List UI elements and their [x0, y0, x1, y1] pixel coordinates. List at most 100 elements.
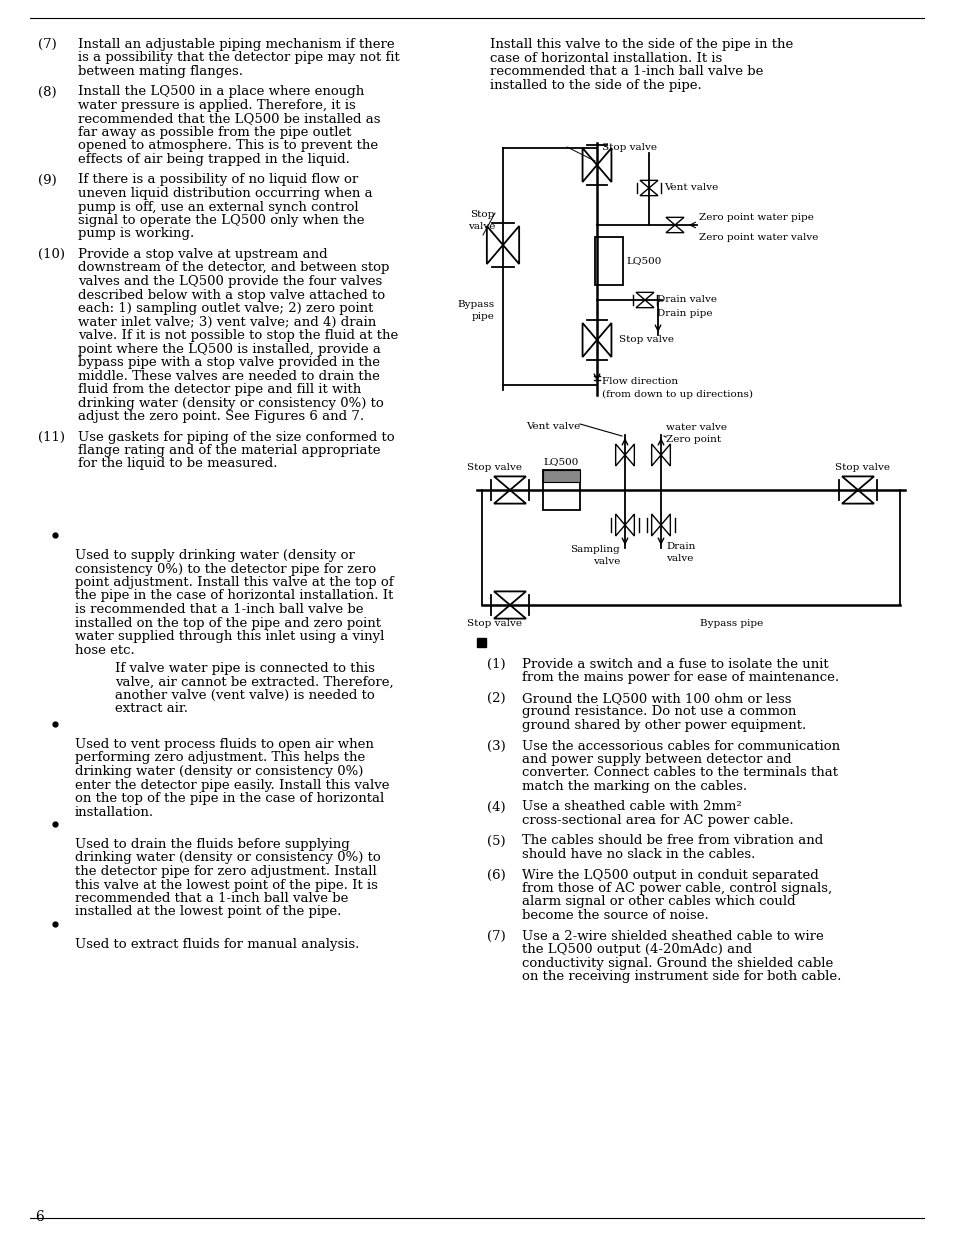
- Text: Used to vent process fluids to open air when: Used to vent process fluids to open air …: [75, 739, 374, 751]
- Text: should have no slack in the cables.: should have no slack in the cables.: [521, 848, 755, 861]
- Text: ground shared by other power equipment.: ground shared by other power equipment.: [521, 719, 805, 732]
- Text: (11): (11): [38, 431, 65, 443]
- Text: Install this valve to the side of the pipe in the: Install this valve to the side of the pi…: [490, 38, 792, 51]
- Text: hose etc.: hose etc.: [75, 643, 134, 657]
- Text: Install an adjustable piping mechanism if there: Install an adjustable piping mechanism i…: [78, 38, 395, 51]
- Text: If valve water pipe is connected to this: If valve water pipe is connected to this: [115, 662, 375, 676]
- Text: Install the LQ500 in a place where enough: Install the LQ500 in a place where enoug…: [78, 85, 364, 99]
- Text: conductivity signal. Ground the shielded cable: conductivity signal. Ground the shielded…: [521, 956, 832, 969]
- Text: Stop valve: Stop valve: [467, 463, 522, 472]
- Text: Zero point water pipe: Zero point water pipe: [699, 212, 813, 222]
- Text: on the top of the pipe in the case of horizontal: on the top of the pipe in the case of ho…: [75, 792, 384, 805]
- Text: uneven liquid distribution occurring when a: uneven liquid distribution occurring whe…: [78, 186, 373, 200]
- Text: Provide a switch and a fuse to isolate the unit: Provide a switch and a fuse to isolate t…: [521, 658, 828, 671]
- Text: (1): (1): [486, 658, 505, 671]
- Text: Ground the LQ500 with 100 ohm or less: Ground the LQ500 with 100 ohm or less: [521, 692, 791, 705]
- Text: (5): (5): [486, 835, 505, 847]
- Text: become the source of noise.: become the source of noise.: [521, 909, 708, 923]
- Text: recommended that a 1-inch ball valve be: recommended that a 1-inch ball valve be: [490, 65, 762, 78]
- Text: on the receiving instrument side for both cable.: on the receiving instrument side for bot…: [521, 969, 841, 983]
- Text: the detector pipe for zero adjustment. Install: the detector pipe for zero adjustment. I…: [75, 864, 376, 878]
- Text: Vent valve: Vent valve: [525, 422, 579, 431]
- Text: case of horizontal installation. It is: case of horizontal installation. It is: [490, 52, 721, 64]
- Text: Stop valve: Stop valve: [835, 463, 889, 472]
- Text: this valve at the lowest point of the pipe. It is: this valve at the lowest point of the pi…: [75, 878, 377, 892]
- Text: Used to supply drinking water (density or: Used to supply drinking water (density o…: [75, 550, 355, 562]
- Text: the LQ500 output (4-20mAdc) and: the LQ500 output (4-20mAdc) and: [521, 944, 751, 956]
- Bar: [476, 638, 485, 647]
- Text: Vent valve: Vent valve: [663, 184, 718, 193]
- Text: Bypass pipe: Bypass pipe: [700, 619, 762, 629]
- Text: adjust the zero point. See Figures 6 and 7.: adjust the zero point. See Figures 6 and…: [78, 410, 364, 424]
- Text: Zero point: Zero point: [665, 435, 720, 445]
- Text: each: 1) sampling outlet valve; 2) zero point: each: 1) sampling outlet valve; 2) zero …: [78, 303, 373, 315]
- Text: pipe: pipe: [472, 312, 495, 321]
- Text: If there is a possibility of no liquid flow or: If there is a possibility of no liquid f…: [78, 173, 358, 186]
- Text: valve: valve: [592, 557, 619, 566]
- Text: Stop: Stop: [470, 210, 495, 219]
- Text: Zero point water valve: Zero point water valve: [699, 233, 818, 242]
- Text: (9): (9): [38, 173, 56, 186]
- Text: from the mains power for ease of maintenance.: from the mains power for ease of mainten…: [521, 672, 839, 684]
- Text: alarm signal or other cables which could: alarm signal or other cables which could: [521, 895, 795, 909]
- Text: The cables should be free from vibration and: The cables should be free from vibration…: [521, 835, 822, 847]
- Text: opened to atmosphere. This is to prevent the: opened to atmosphere. This is to prevent…: [78, 140, 377, 152]
- Text: Used to extract fluids for manual analysis.: Used to extract fluids for manual analys…: [75, 939, 359, 951]
- Text: valve, air cannot be extracted. Therefore,: valve, air cannot be extracted. Therefor…: [115, 676, 394, 688]
- Text: far away as possible from the pipe outlet: far away as possible from the pipe outle…: [78, 126, 351, 140]
- Text: converter. Connect cables to the terminals that: converter. Connect cables to the termina…: [521, 767, 837, 779]
- Text: 6: 6: [35, 1210, 44, 1224]
- Text: effects of air being trapped in the liquid.: effects of air being trapped in the liqu…: [78, 153, 350, 165]
- Text: for the liquid to be measured.: for the liquid to be measured.: [78, 457, 277, 471]
- Text: performing zero adjustment. This helps the: performing zero adjustment. This helps t…: [75, 752, 365, 764]
- Text: point where the LQ500 is installed, provide a: point where the LQ500 is installed, prov…: [78, 342, 380, 356]
- Text: (10): (10): [38, 248, 65, 261]
- Text: consistency 0%) to the detector pipe for zero: consistency 0%) to the detector pipe for…: [75, 562, 375, 576]
- Text: Use a sheathed cable with 2mm²: Use a sheathed cable with 2mm²: [521, 800, 741, 814]
- Text: installed on the top of the pipe and zero point: installed on the top of the pipe and zer…: [75, 616, 380, 630]
- Text: water valve: water valve: [665, 424, 726, 432]
- Text: (4): (4): [486, 800, 505, 814]
- Text: pump is off, use an external synch control: pump is off, use an external synch contr…: [78, 200, 358, 214]
- Text: cross-sectional area for AC power cable.: cross-sectional area for AC power cable.: [521, 814, 793, 827]
- Text: Use a 2-wire shielded sheathed cable to wire: Use a 2-wire shielded sheathed cable to …: [521, 930, 822, 942]
- Text: Drain pipe: Drain pipe: [657, 310, 712, 319]
- Text: (7): (7): [38, 38, 56, 51]
- Text: (6): (6): [486, 868, 505, 882]
- Text: the pipe in the case of horizontal installation. It: the pipe in the case of horizontal insta…: [75, 589, 393, 603]
- Text: (2): (2): [486, 692, 505, 705]
- Bar: [542, 471, 579, 510]
- Text: installed to the side of the pipe.: installed to the side of the pipe.: [490, 79, 701, 91]
- Text: bypass pipe with a stop valve provided in the: bypass pipe with a stop valve provided i…: [78, 356, 379, 369]
- Text: extract air.: extract air.: [115, 703, 188, 715]
- Text: match the marking on the cables.: match the marking on the cables.: [521, 781, 746, 793]
- Text: ground resistance. Do not use a common: ground resistance. Do not use a common: [521, 705, 796, 719]
- Text: Bypass: Bypass: [457, 300, 495, 309]
- Text: (from down to up directions): (from down to up directions): [601, 389, 752, 399]
- Text: downstream of the detector, and between stop: downstream of the detector, and between …: [78, 262, 389, 274]
- Text: (3): (3): [486, 740, 505, 752]
- Text: drinking water (density or consistency 0%) to: drinking water (density or consistency 0…: [75, 851, 380, 864]
- Text: described below with a stop valve attached to: described below with a stop valve attach…: [78, 289, 385, 301]
- Text: Sampling: Sampling: [570, 545, 619, 555]
- Text: signal to operate the LQ500 only when the: signal to operate the LQ500 only when th…: [78, 214, 364, 227]
- Text: valves and the LQ500 provide the four valves: valves and the LQ500 provide the four va…: [78, 275, 382, 288]
- Text: pump is working.: pump is working.: [78, 227, 194, 241]
- Text: Use the accessorious cables for communication: Use the accessorious cables for communic…: [521, 740, 840, 752]
- Text: Stop valve: Stop valve: [618, 336, 673, 345]
- Text: and power supply between detector and: and power supply between detector and: [521, 753, 791, 766]
- Text: Use gaskets for piping of the size conformed to: Use gaskets for piping of the size confo…: [78, 431, 395, 443]
- Text: between mating flanges.: between mating flanges.: [78, 65, 243, 78]
- Text: water supplied through this inlet using a vinyl: water supplied through this inlet using …: [75, 630, 384, 643]
- Text: water inlet valve; 3) vent valve; and 4) drain: water inlet valve; 3) vent valve; and 4)…: [78, 315, 375, 329]
- Text: flange rating and of the material appropriate: flange rating and of the material approp…: [78, 445, 380, 457]
- Text: is a possibility that the detector pipe may not fit: is a possibility that the detector pipe …: [78, 52, 399, 64]
- Text: Provide a stop valve at upstream and: Provide a stop valve at upstream and: [78, 248, 327, 261]
- Bar: [542, 471, 579, 482]
- Text: middle. These valves are needed to drain the: middle. These valves are needed to drain…: [78, 369, 379, 383]
- Text: (8): (8): [38, 85, 56, 99]
- Text: Drain valve: Drain valve: [657, 295, 717, 305]
- Text: water pressure is applied. Therefore, it is: water pressure is applied. Therefore, it…: [78, 99, 355, 112]
- Text: Stop valve: Stop valve: [467, 619, 522, 629]
- Text: is recommended that a 1-inch ball valve be: is recommended that a 1-inch ball valve …: [75, 603, 363, 616]
